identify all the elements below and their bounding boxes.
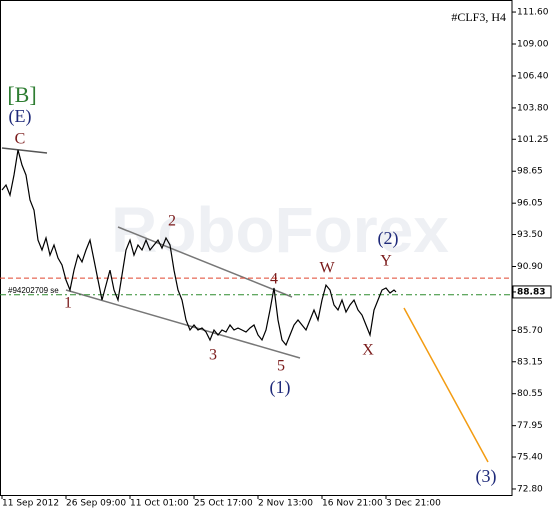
current-price: 88.83 <box>517 287 545 297</box>
x-tick-label: 11 Oct 01:00 <box>130 499 189 509</box>
watermark: RoboForex <box>111 194 449 266</box>
y-tick-label: 77.95 <box>517 421 543 431</box>
wave-label: (1) <box>270 377 291 398</box>
x-tick-label: 16 Nov 21:00 <box>322 499 383 509</box>
wave-label: (3) <box>476 466 497 487</box>
trend-line <box>1 147 48 154</box>
wave-label: C <box>15 131 26 148</box>
y-tick-label: 98.65 <box>517 167 543 177</box>
x-tick-label: 26 Sep 09:00 <box>66 499 126 509</box>
channel-upper <box>117 226 293 298</box>
wave-label: 2 <box>168 213 176 230</box>
channel-lower <box>65 289 301 359</box>
wave-label: W <box>319 260 335 277</box>
y-tick-label: 109.00 <box>517 40 549 50</box>
wave-label: 5 <box>277 358 285 375</box>
x-tick-label: 25 Oct 17:00 <box>194 499 253 509</box>
y-tick-label: 93.50 <box>517 230 543 240</box>
wave-label: Y <box>380 253 392 270</box>
y-tick-label: 103.80 <box>517 103 549 113</box>
projection-line <box>403 307 489 463</box>
plot-frame <box>0 0 513 496</box>
y-tick-label: 72.80 <box>517 484 543 494</box>
y-tick-label: 106.40 <box>517 71 549 81</box>
wave-label: 3 <box>209 347 217 364</box>
price-line <box>1 149 397 347</box>
wave-label: (E) <box>9 106 32 127</box>
wave-label: 4 <box>270 271 278 288</box>
trend-lines <box>1 147 489 463</box>
wave-label: (2) <box>378 228 399 249</box>
wave-label: 1 <box>64 295 72 312</box>
y-tick-label: 75.40 <box>517 453 543 463</box>
x-tick-label: 3 Dec 21:00 <box>386 499 441 509</box>
x-tick-label: 11 Sep 2012 <box>2 499 59 509</box>
y-tick-label: 96.05 <box>517 199 543 209</box>
y-tick-label: 101.25 <box>517 135 549 145</box>
y-tick-label: 80.55 <box>517 389 543 399</box>
y-tick-label: 90.90 <box>517 262 543 272</box>
y-tick-label: 85.70 <box>517 326 543 336</box>
order-label: #94202709 se <box>8 286 59 295</box>
y-tick-label: 83.15 <box>517 357 543 367</box>
wave-label: [B] <box>7 82 36 107</box>
chart-title: #CLF3, H4 <box>451 10 506 24</box>
x-tick-label: 2 Nov 13:00 <box>258 499 313 509</box>
y-tick-label: 111.60 <box>517 8 549 18</box>
wave-label: X <box>362 342 374 359</box>
